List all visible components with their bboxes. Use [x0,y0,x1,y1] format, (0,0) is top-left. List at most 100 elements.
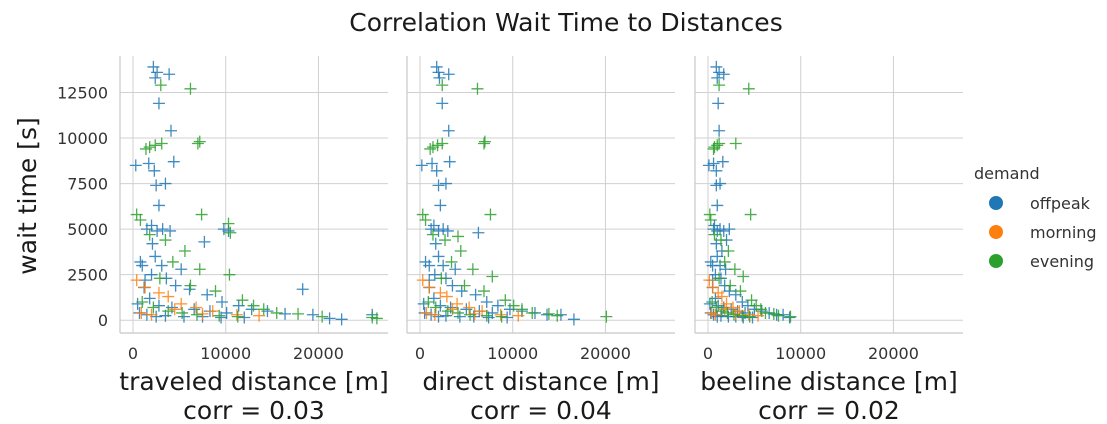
data-point [292,307,305,320]
data-point [213,309,226,322]
data-point [415,159,428,172]
legend-item-morning: morning [989,223,1097,242]
data-point [713,124,726,137]
data-point [718,255,731,268]
data-point [723,223,736,236]
data-point [436,79,449,92]
data-point [430,164,443,177]
data-point [419,214,432,227]
data-point [149,71,162,84]
data-point [193,263,206,276]
data-point [458,279,471,292]
data-point [145,268,158,281]
data-point [432,250,445,263]
data-point [428,268,441,281]
data-point [707,157,720,170]
data-point [168,303,181,316]
data-point [270,306,283,319]
data-point [437,259,450,272]
data-point [169,279,182,292]
data-point [184,279,197,292]
data-point [432,66,445,79]
data-point [151,224,164,237]
subplot-1: 0 2500 5000 7500 10000 12500 0 10000 20000 travel… [57,56,389,424]
data-point [567,313,580,326]
data-point [150,179,163,192]
legend-label: evening [1030,252,1094,271]
data-point [446,279,459,292]
data-point [175,297,188,310]
data-point [729,137,742,150]
y-tick-label: 2500 [67,266,108,285]
data-point [484,208,497,221]
legend-item-evening: evening [989,252,1094,271]
data-point [152,299,165,312]
series-morning [130,274,266,322]
y-tick-label: 5000 [67,220,108,239]
data-point [429,301,442,314]
x-axis-label: beeline distance [m] [700,367,957,396]
data-point [176,306,189,319]
series-evening [703,79,797,323]
data-point [455,285,468,298]
data-point [441,224,454,237]
data-point [316,310,329,323]
data-point [712,97,725,110]
correlation-label: corr = 0.04 [470,396,612,424]
data-point [717,224,730,237]
data-point [423,281,436,294]
data-point [167,155,180,168]
data-point [238,311,251,324]
data-point [713,137,726,150]
data-point [190,308,203,321]
data-point [709,308,722,321]
x-tick-label: 0 [128,344,138,363]
data-point [209,285,222,298]
data-point [469,288,482,301]
data-point [541,308,554,321]
data-point [164,224,177,237]
correlation-label: corr = 0.02 [758,396,900,424]
data-point [542,307,555,320]
data-point [432,179,445,192]
data-point [196,307,209,320]
data-point [165,124,178,137]
data-point [742,308,755,321]
data-point [142,157,155,170]
x-tick-label: 20000 [868,344,919,363]
data-point [772,309,785,322]
x-tick-label: 0 [415,344,425,363]
x-axis-label: direct distance [m] [422,367,659,396]
y-tick-label: 10000 [57,129,108,148]
series-offpeak [129,60,379,326]
data-point [426,228,439,241]
data-point [515,303,528,316]
data-point [439,234,452,247]
data-point [247,299,260,312]
data-point [466,263,479,276]
data-point [129,159,142,172]
data-point [143,292,156,305]
x-axis-label: traveled distance [m] [119,367,388,396]
data-point [512,309,525,322]
data-point [724,279,737,292]
legend-marker [989,254,1003,268]
data-point [714,234,727,247]
legend: demand offpeak morning evening [974,164,1097,271]
data-point [130,274,143,287]
data-point [195,208,208,221]
data-point [743,310,756,323]
x-tick-label: 0 [703,344,713,363]
subplot-2: 0 10000 20000 direct distance [m]corr = 0.0… [406,56,675,424]
data-point [155,137,168,150]
data-point [736,309,749,322]
data-point [600,310,613,323]
data-point [193,135,206,148]
data-point [422,296,435,309]
data-point [708,228,721,241]
legend-label: offpeak [1030,194,1091,213]
data-point [482,311,495,324]
subplot-3: 0 10000 20000 beeline distance [m]corr = 0.… [694,56,963,424]
data-point [752,309,765,322]
data-point [713,79,726,92]
